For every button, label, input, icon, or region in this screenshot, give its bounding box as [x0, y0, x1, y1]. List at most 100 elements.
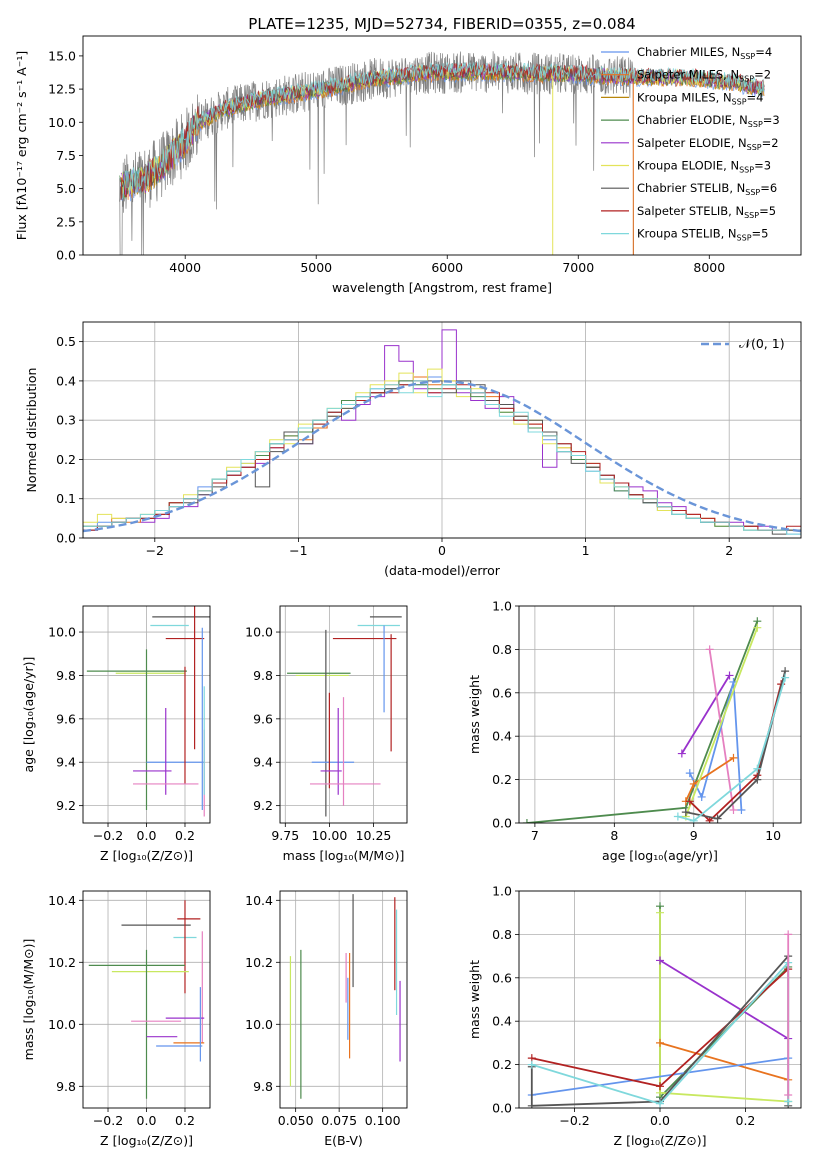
weight-point-marker: [522, 819, 531, 823]
y-tick-label: 9.2: [253, 798, 273, 813]
z-mass-chart: −0.2 0.0 0.2 9.8 10.0 10.2 10.4 Z [log₁₀(Z/Z⊙)]…: [21, 890, 211, 1148]
y-axis-label: mass weight: [467, 960, 482, 1039]
y-axis-label: Flux [fλ10⁻¹⁷ erg cm⁻² s⁻¹ A⁻¹]: [14, 51, 29, 240]
legend-subscript: SSP: [732, 97, 747, 106]
y-tick-label: 9.2: [56, 798, 76, 813]
y-tick-label: 0.5: [56, 334, 76, 349]
weight-point-marker: [753, 623, 762, 632]
plot-area: [522, 617, 790, 823]
axes-frame: [279, 605, 408, 824]
figure-title: PLATE=1235, MJD=52734, FIBERID=0355, z=0…: [248, 15, 635, 33]
y-tick-label: 9.8: [253, 668, 273, 683]
legend-label: Chabrier MILES, NSSP=4: [637, 45, 772, 61]
x-tick-label: 0: [438, 543, 446, 558]
x-tick-label: −1: [289, 543, 307, 558]
y-tick-label: 9.8: [56, 668, 76, 683]
x-tick-label: 0.2: [175, 1113, 195, 1128]
x-tick-label: 0.100: [365, 1113, 401, 1128]
legend-subscript: SSP: [744, 211, 759, 220]
x-tick-label: −2: [146, 543, 164, 558]
legend-subscript: SSP: [739, 75, 754, 84]
legend-suffix: =4: [755, 45, 772, 59]
y-tick-label: 9.6: [56, 711, 76, 726]
y-tick-label: 10.2: [245, 955, 273, 970]
weight-series-line: [531, 1057, 789, 1096]
x-tick-label: −0.2: [93, 828, 123, 843]
legend-suffix: =5: [759, 204, 776, 218]
weight-point-marker: [685, 797, 694, 806]
weight-point-marker: [697, 792, 706, 801]
y-tick-label: 10.0: [48, 1017, 76, 1032]
weight-point-marker: [656, 956, 664, 965]
x-axis-label: (data-model)/error: [384, 563, 501, 578]
y-tick-label: 9.6: [253, 711, 273, 726]
y-tick-label: 9.4: [253, 755, 273, 770]
weight-point-marker: [677, 749, 686, 758]
y-tick-label: 0.8: [492, 642, 512, 657]
y-tick-label: 10.0: [48, 115, 76, 130]
legend-label: Salpeter STELIB, NSSP=5: [637, 204, 776, 220]
legend-subscript: SSP: [745, 188, 760, 197]
x-axis-label: E(B-V): [324, 1133, 363, 1148]
y-tick-label: 15.0: [48, 48, 76, 63]
y-tick-label: 0.8: [492, 927, 512, 942]
weight-point-marker: [685, 769, 694, 778]
weight-point-marker: [689, 779, 698, 788]
age-weight-chart: 7 8 9 10 0.0 0.2 0.4 0.6 0.8 1.0 age [log₁₀(age/yr…: [467, 599, 802, 863]
x-tick-label: 0.2: [175, 828, 195, 843]
weight-point-marker: [705, 645, 714, 654]
weight-point-marker: [656, 1082, 664, 1091]
weight-series-line: [659, 1042, 789, 1081]
legend-label: Chabrier ELODIE, NSSP=3: [637, 113, 780, 129]
weight-point-marker: [527, 1060, 536, 1069]
legend-subscript: SSP: [747, 143, 762, 152]
z-weight-chart: −0.2 0.0 0.2 0.0 0.2 0.4 0.6 0.8 1.0 Z [log₁₀(Z/Z…: [467, 884, 802, 1148]
weight-point-marker: [753, 764, 762, 773]
weight-point-marker: [673, 812, 682, 821]
x-tick-label: 0.075: [321, 1113, 357, 1128]
x-tick-label: 5000: [300, 260, 332, 275]
x-tick-label: −0.2: [93, 1113, 123, 1128]
y-tick-label: 10.0: [245, 1017, 273, 1032]
x-axis-label: Z [log₁₀(Z/Z⊙)]: [100, 1133, 193, 1148]
legend-label: Chabrier STELIB, NSSP=6: [637, 181, 777, 197]
y-axis-label: mass [log₁₀(M/M⊙)]: [21, 939, 36, 1061]
y-tick-label: 0.0: [492, 1101, 512, 1116]
mass-age-chart: 9.75 10.00 10.25 9.2 9.4 9.6 9.8 10.0 mass [log₁…: [245, 605, 408, 863]
y-tick-label: 0.1: [56, 491, 76, 506]
x-tick-label: 1: [582, 543, 590, 558]
legend-suffix: =3: [763, 113, 780, 127]
plot-area: [83, 329, 801, 538]
y-tick-label: 0.0: [56, 248, 76, 263]
weight-series-line: [681, 674, 731, 755]
axes-frame: [279, 890, 408, 1109]
y-tick-label: 9.8: [56, 1079, 76, 1094]
weight-point-marker: [527, 1101, 536, 1108]
y-axis-label: mass weight: [467, 675, 482, 754]
plot-area: [119, 51, 765, 255]
legend-subscript: SSP: [740, 52, 755, 61]
y-tick-label: 1.0: [492, 884, 512, 899]
y-tick-label: 0.6: [492, 970, 512, 985]
weight-point-marker: [705, 816, 714, 823]
weight-point-marker: [689, 816, 698, 823]
legend-subscript: SSP: [748, 120, 763, 129]
y-axis-label: Normed distribution: [24, 368, 39, 493]
weight-point-marker: [729, 805, 738, 814]
residuals-chart: 𝒩(0, 1) −2 −1 0 1 2 0.0 0.1 0.2 0.3 0.4 0.5 (data-mo…: [24, 321, 802, 578]
x-tick-label: 7: [531, 828, 539, 843]
plot-area: [527, 902, 793, 1108]
plot-area: [289, 894, 401, 1099]
legend-suffix: =2: [762, 136, 779, 150]
axes-frame: [518, 605, 802, 824]
x-tick-label: 10.00: [311, 828, 347, 843]
axes-frame: [82, 35, 802, 256]
weight-series-line: [684, 627, 759, 817]
y-tick-label: 0.2: [56, 452, 76, 467]
plot-area: [86, 606, 210, 817]
y-tick-label: 2.5: [56, 214, 76, 229]
spectrum-chart: Chabrier MILES, NSSP=4 Salpeter MILES, NS…: [14, 35, 802, 295]
x-tick-label: 8: [610, 828, 618, 843]
x-axis-label: wavelength [Angstrom, rest frame]: [332, 280, 552, 295]
x-tick-label: 9: [690, 828, 698, 843]
